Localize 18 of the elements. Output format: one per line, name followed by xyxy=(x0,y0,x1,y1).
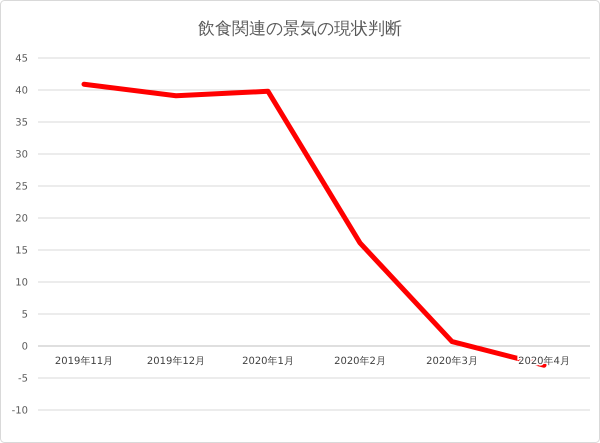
y-tick-label: -5 xyxy=(18,374,28,384)
y-tick-label: 35 xyxy=(15,118,28,128)
y-tick-label: 25 xyxy=(15,182,28,192)
y-tick-label: 15 xyxy=(15,246,28,256)
y-tick-label: 20 xyxy=(15,214,28,224)
y-tick-label: 0 xyxy=(22,342,28,352)
x-tick-label: 2020年2月 xyxy=(334,355,386,367)
y-tick-label: 10 xyxy=(15,278,28,288)
x-tick-label: 2019年12月 xyxy=(146,355,206,367)
y-tick-label: 45 xyxy=(15,54,28,64)
y-tick-label: 40 xyxy=(15,86,28,96)
y-tick-label: 5 xyxy=(22,310,28,320)
y-tick-label: -10 xyxy=(12,406,28,416)
x-tick-label: 2020年3月 xyxy=(426,355,478,367)
y-tick-label: 30 xyxy=(15,150,28,160)
chart-title: 飲食関連の景気の現状判断 xyxy=(198,19,402,39)
x-tick-label: 2019年11月 xyxy=(54,355,114,367)
x-tick-label: 2020年1月 xyxy=(242,355,294,367)
